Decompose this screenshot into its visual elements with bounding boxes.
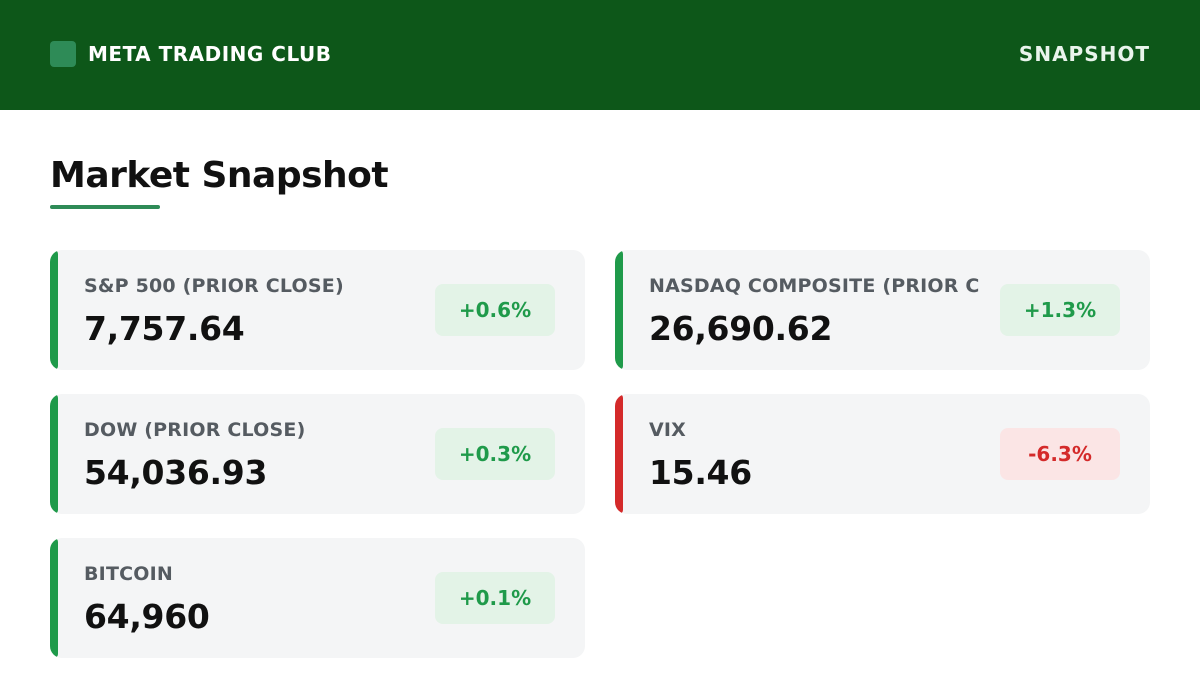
card-accent-bar (615, 394, 623, 514)
card-value: 15.46 (649, 453, 752, 492)
market-card-sp500[interactable]: S&P 500 (PRIOR CLOSE) 7,757.64 +0.6% (50, 250, 585, 370)
change-badge: +0.1% (435, 572, 555, 624)
square-logo-icon (50, 41, 76, 67)
card-label: VIX (649, 419, 687, 441)
change-badge: -6.3% (1000, 428, 1120, 480)
card-value: 26,690.62 (649, 309, 833, 348)
card-value: 64,960 (84, 597, 210, 636)
change-badge: +0.3% (435, 428, 555, 480)
top-header: META TRADING CLUB SNAPSHOT (0, 0, 1200, 110)
page-title: Market Snapshot (50, 155, 389, 196)
market-card-dow[interactable]: DOW (PRIOR CLOSE) 54,036.93 +0.3% (50, 394, 585, 514)
market-card-nasdaq[interactable]: NASDAQ COMPOSITE (PRIOR CLOSE) 26,690.62… (615, 250, 1150, 370)
card-accent-bar (50, 394, 58, 514)
card-label: S&P 500 (PRIOR CLOSE) (84, 275, 344, 297)
snapshot-nav-link[interactable]: SNAPSHOT (1018, 42, 1150, 66)
market-card-bitcoin[interactable]: BITCOIN 64,960 +0.1% (50, 538, 585, 658)
card-label: NASDAQ COMPOSITE (PRIOR CLOSE) (649, 275, 979, 297)
brand-name: META TRADING CLUB (88, 42, 332, 66)
card-accent-bar (50, 538, 58, 658)
card-label: DOW (PRIOR CLOSE) (84, 419, 306, 441)
market-card-vix[interactable]: VIX 15.46 -6.3% (615, 394, 1150, 514)
brand[interactable]: META TRADING CLUB (50, 41, 331, 67)
title-underline (50, 205, 160, 209)
card-value: 54,036.93 (84, 453, 268, 492)
card-accent-bar (50, 250, 58, 370)
card-label: BITCOIN (84, 563, 173, 585)
card-value: 7,757.64 (84, 309, 245, 348)
change-badge: +0.6% (435, 284, 555, 336)
change-badge: +1.3% (1000, 284, 1120, 336)
card-accent-bar (615, 250, 623, 370)
